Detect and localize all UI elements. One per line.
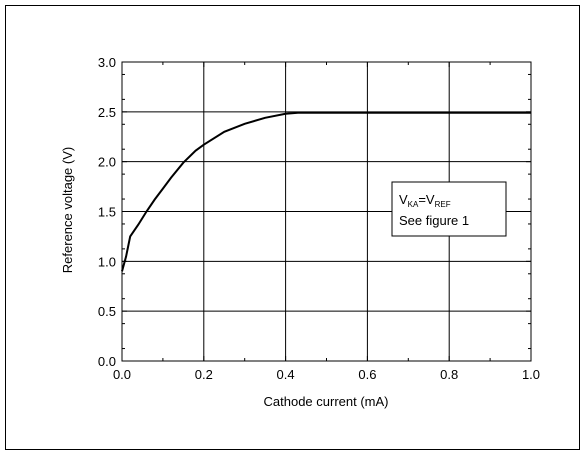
y-tick-label: 0.0 (98, 354, 116, 369)
x-tick-label: 0.4 (277, 367, 295, 382)
y-tick-label: 2.0 (98, 155, 116, 170)
annotation-line2: See figure 1 (399, 213, 469, 228)
y-tick-label: 3.0 (98, 55, 116, 70)
x-tick-label: 0.8 (440, 367, 458, 382)
y-tick-label: 1.5 (98, 205, 116, 220)
y-axis-label: Reference voltage (V) (60, 147, 75, 273)
annotation-formula: VKA=VREF (399, 192, 451, 209)
annotation-box: VKA=VREF See figure 1 (391, 181, 507, 237)
x-tick-label: 0.0 (113, 367, 131, 382)
annotation-sub-ka: KA (408, 200, 419, 209)
annotation-v: V (399, 192, 408, 207)
x-tick-label: 1.0 (522, 367, 540, 382)
x-tick-label: 0.6 (358, 367, 376, 382)
annotation-border (391, 181, 507, 237)
ticks (121, 61, 532, 362)
x-tick-label: 0.2 (195, 367, 213, 382)
y-tick-label: 2.5 (98, 105, 116, 120)
series-line (121, 111, 531, 272)
y-tick-label: 0.5 (98, 304, 116, 319)
annotation-sub-ref: REF (435, 200, 451, 209)
annotation-eq: =V (418, 192, 435, 207)
y-tick-label: 1.0 (98, 254, 116, 269)
tick-labels: 0.0 0.2 0.4 0.6 0.8 1.0 0.0 0.5 1.0 1.5 2.0 2.5 3.0 (98, 55, 540, 382)
x-axis-label: Cathode current (mA) (264, 394, 389, 409)
